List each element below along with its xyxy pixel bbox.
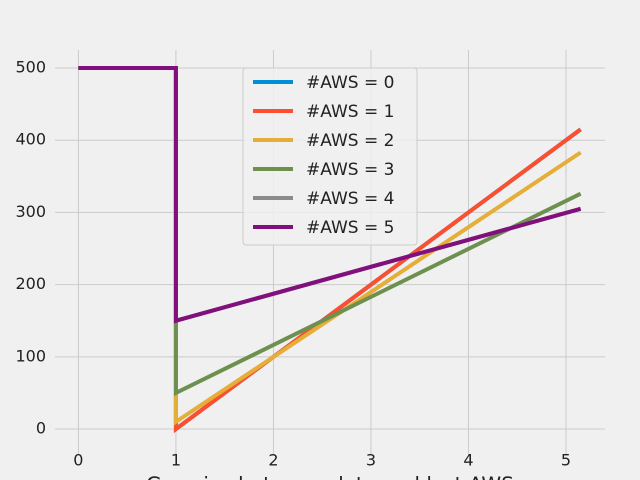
series-line [78, 66, 582, 324]
legend-label: #AWS = 2 [306, 131, 394, 151]
legend-label: #AWS = 5 [306, 218, 394, 238]
y-tick-label: 400 [15, 130, 46, 149]
y-tick-label: 300 [15, 202, 46, 221]
y-tick-label: 100 [15, 346, 46, 365]
y-tick-label: 500 [15, 58, 46, 77]
x-tick-label: 3 [366, 451, 376, 470]
y-tick-label: 200 [15, 274, 46, 293]
legend-label: #AWS = 1 [306, 102, 394, 122]
x-tick-label: 1 [171, 451, 181, 470]
x-axis-label: Gap size between data and last AWS [146, 473, 514, 480]
legend-label: #AWS = 3 [306, 160, 394, 180]
x-tick-label: 2 [268, 451, 278, 470]
legend-label: #AWS = 4 [306, 189, 394, 209]
x-tick-label: 5 [561, 451, 571, 470]
legend-label: #AWS = 0 [306, 73, 394, 93]
x-tick-label: 4 [463, 451, 473, 470]
y-tick-label: 0 [36, 419, 46, 438]
x-tick-label: 0 [73, 451, 83, 470]
